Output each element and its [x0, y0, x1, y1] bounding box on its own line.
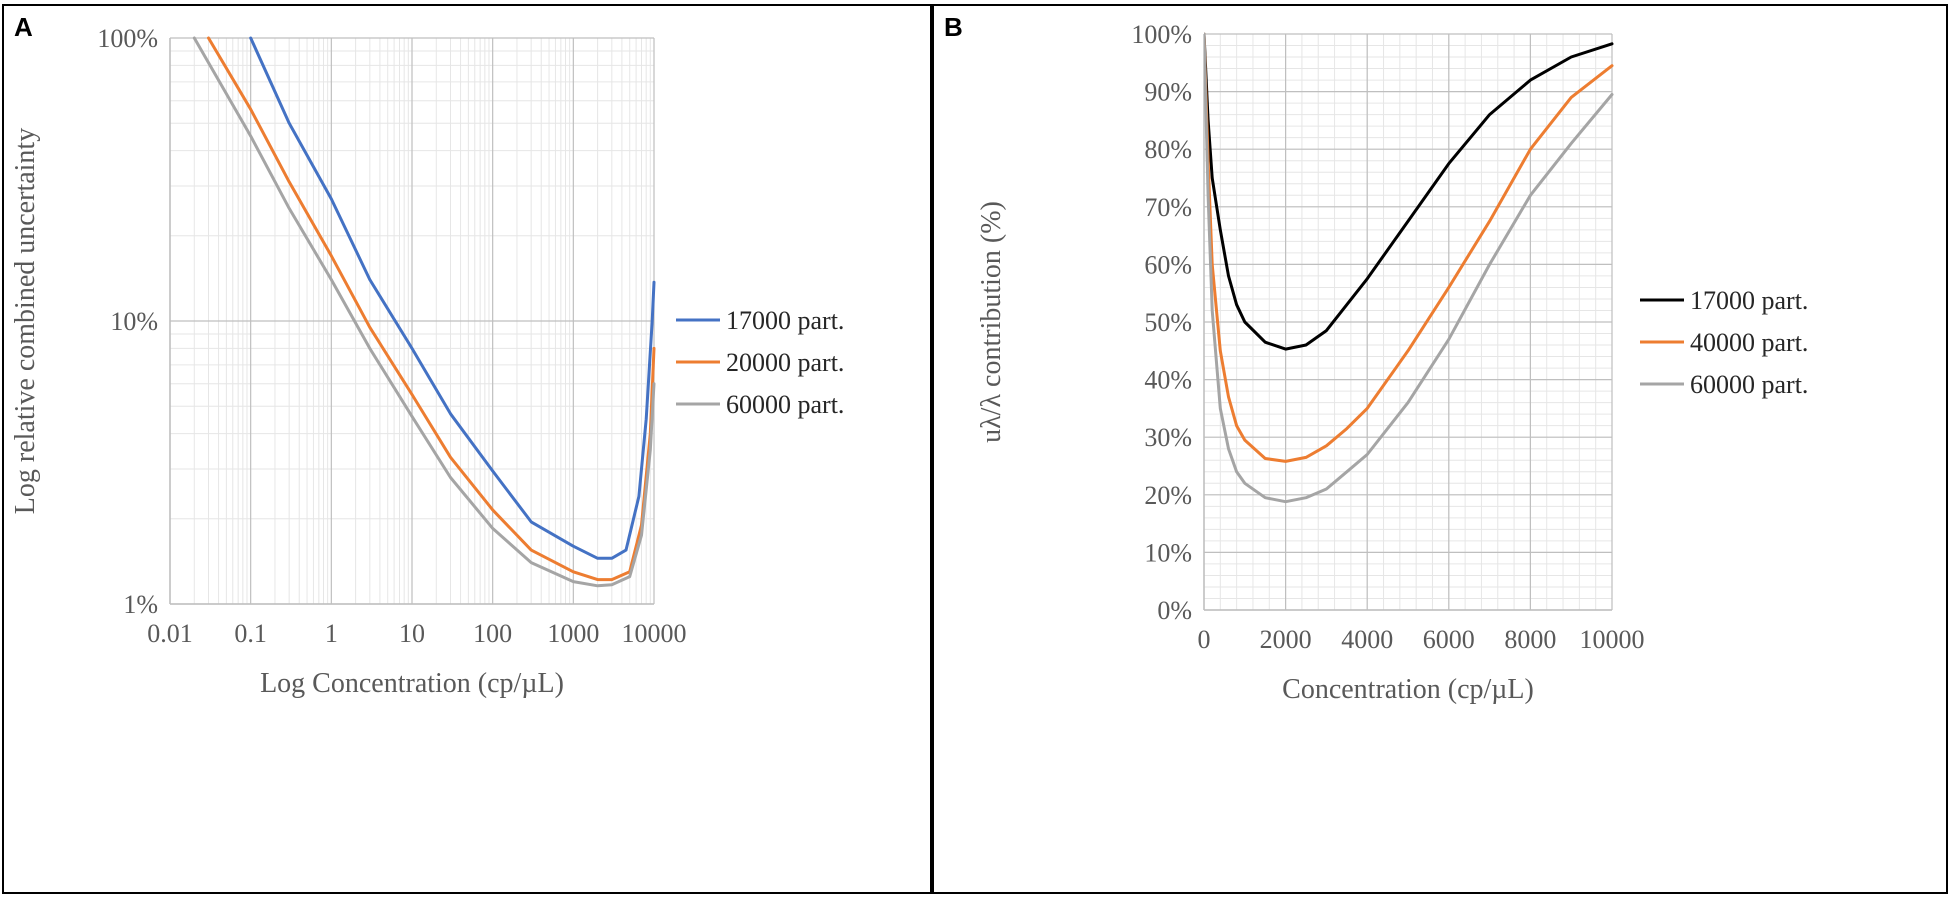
- y-tick-label: 10%: [110, 307, 158, 336]
- y-tick-label: 100%: [1131, 20, 1192, 49]
- y-tick-label: 40%: [1144, 366, 1192, 395]
- series-line: [207, 36, 656, 582]
- series-line: [249, 36, 656, 560]
- gridlines: [169, 37, 655, 605]
- x-tick-label: 0: [1198, 625, 1211, 654]
- series-line: [192, 36, 656, 588]
- y-tick-label: 60%: [1144, 250, 1192, 279]
- y-tick-label: 90%: [1144, 78, 1192, 107]
- series-line: [1204, 32, 1614, 504]
- x-tick-label: 4000: [1341, 625, 1393, 654]
- chart-b: 0 2000 4000 6000 8000 10000 0% 10% 20% 30% 40% 50% 6…: [976, 20, 1808, 705]
- y-tick-label: 30%: [1144, 423, 1192, 452]
- x-tick-label: 0.01: [147, 619, 193, 648]
- y-tick-label: 70%: [1144, 193, 1192, 222]
- y-tick-label: 50%: [1144, 308, 1192, 337]
- x-tick-label: 0.1: [234, 619, 267, 648]
- panel-label-b: B: [944, 12, 963, 42]
- y-axis-label: uλ/λ contribution (%): [976, 201, 1007, 443]
- x-axis-label: Concentration (cp/µL): [1282, 674, 1534, 705]
- gridlines: [1203, 33, 1613, 611]
- y-tick-label: 10%: [1144, 538, 1192, 567]
- x-tick-label: 1000: [547, 619, 599, 648]
- y-tick-label: 80%: [1144, 135, 1192, 164]
- chart-a: 0.01 0.1 1 10 100 1000 10000 1% 10% 100% Log Conce…: [10, 24, 844, 699]
- series-line: [1204, 32, 1614, 351]
- legend-label: 40000 part.: [1690, 328, 1808, 357]
- series-line: [1204, 32, 1614, 463]
- legend-label: 17000 part.: [1690, 286, 1808, 315]
- x-axis-label: Log Concentration (cp/µL): [260, 668, 564, 699]
- legend-label: 20000 part.: [726, 348, 844, 377]
- x-tick-label: 8000: [1504, 625, 1556, 654]
- x-tick-label: 6000: [1423, 625, 1475, 654]
- legend-label: 17000 part.: [726, 306, 844, 335]
- legend-label: 60000 part.: [726, 390, 844, 419]
- y-tick-label: 100%: [97, 24, 158, 53]
- x-tick-label: 100: [473, 619, 512, 648]
- y-axis-label: Log relative combined uncertainty: [10, 128, 41, 514]
- y-tick-label: 20%: [1144, 481, 1192, 510]
- y-tick-label: 0%: [1157, 596, 1192, 625]
- panel-label-a: A: [14, 12, 33, 42]
- y-tick-label: 1%: [123, 590, 158, 619]
- panel-b: B 0 2000 4000 6000 8000 10000 0% 10% 20% 30% 40% 50…: [932, 4, 1948, 894]
- x-tick-label: 1: [325, 619, 338, 648]
- panel-a: A 0.01 0.1 1 10 100 1000 10000 1% 10% 100% Log Con…: [2, 4, 932, 894]
- x-tick-label: 10000: [622, 619, 687, 648]
- x-tick-label: 10000: [1580, 625, 1645, 654]
- x-tick-label: 2000: [1260, 625, 1312, 654]
- x-tick-label: 10: [399, 619, 425, 648]
- legend-label: 60000 part.: [1690, 370, 1808, 399]
